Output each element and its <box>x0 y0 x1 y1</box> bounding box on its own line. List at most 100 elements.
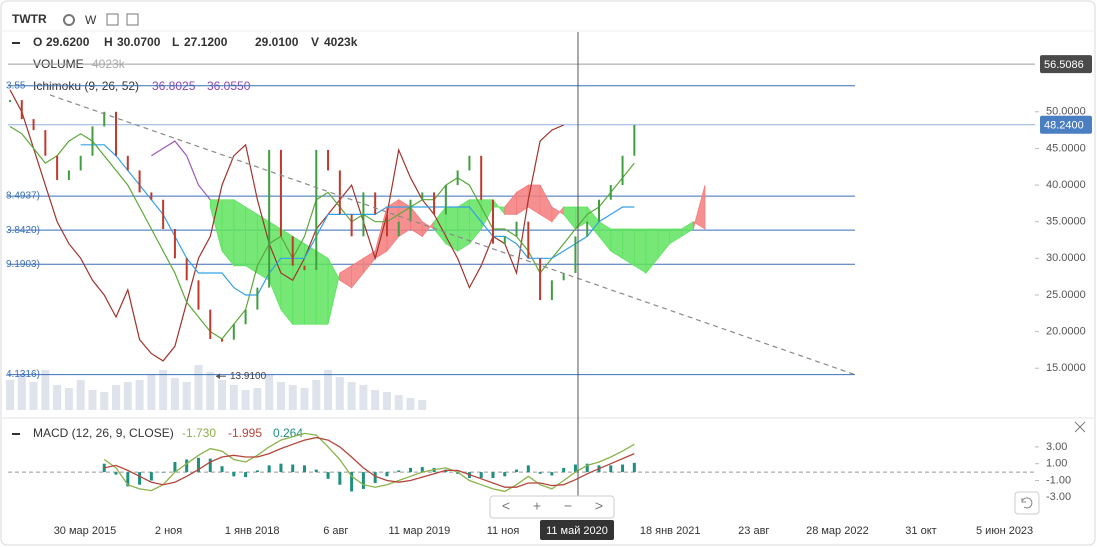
interval[interactable]: W <box>85 13 97 27</box>
close-button[interactable] <box>1074 421 1086 433</box>
volume-bar <box>265 375 274 410</box>
volume-bar <box>406 398 415 410</box>
histogram-bar <box>397 470 401 473</box>
histogram-bar <box>244 472 248 478</box>
cloud-segment <box>233 199 247 267</box>
volume-bar <box>135 380 144 410</box>
volume-bar <box>76 380 85 410</box>
cloud-segment <box>245 206 258 274</box>
histogram-bar <box>538 472 542 474</box>
nav-button[interactable]: < <box>502 498 510 514</box>
trendline <box>49 94 856 376</box>
crosshair-badge <box>540 520 614 540</box>
histogram-bar <box>126 472 130 487</box>
cloud-segment <box>315 250 329 325</box>
macd-line <box>104 436 635 488</box>
level-label: 4.1316) <box>6 369 40 380</box>
histogram-bar <box>220 466 224 473</box>
ohlc-value: 27.1200 <box>184 35 228 49</box>
y-tick-label: 3.00 <box>1046 441 1067 453</box>
add-icon[interactable] <box>126 13 139 26</box>
nav-button[interactable]: > <box>595 498 603 514</box>
y-tick-label: 20.0000 <box>1046 326 1086 338</box>
level-label: 3.8420) <box>6 225 40 236</box>
histogram-bar <box>267 465 271 473</box>
nav-button[interactable]: − <box>564 498 572 514</box>
histogram-bar <box>503 472 507 477</box>
volume-bar <box>100 392 109 410</box>
nav-bar <box>489 495 615 519</box>
histogram-bar <box>161 472 165 473</box>
volume-bar <box>41 370 50 410</box>
histogram-bar <box>279 463 283 473</box>
volume-bar <box>347 382 356 410</box>
symbol[interactable]: TWTR <box>12 12 47 26</box>
x-tick-label: 30 мар 2015 <box>54 525 117 537</box>
price-badge-label: 56.5086 <box>1044 59 1084 71</box>
histogram-bar <box>232 472 236 477</box>
x-tick-label: 28 мар 2022 <box>806 525 869 537</box>
histogram-bar <box>621 464 625 473</box>
volume-bar <box>276 382 285 410</box>
histogram-bar <box>291 464 295 473</box>
ohlc-value: 30.0700 <box>117 35 161 49</box>
histogram-bar <box>114 472 118 475</box>
y-tick-label: 40.0000 <box>1046 179 1086 191</box>
histogram-bar <box>314 469 318 473</box>
histogram-bar <box>138 472 142 485</box>
settings-icon[interactable] <box>63 14 75 26</box>
annotation-label: 13.9100 <box>230 371 267 382</box>
volume-bar <box>253 388 262 410</box>
histogram-bar <box>491 472 495 478</box>
volume-bar <box>418 400 427 410</box>
histogram-bar <box>173 462 177 473</box>
y-tick-label: 45.0000 <box>1046 142 1086 154</box>
volume-bar <box>324 370 333 410</box>
nav-button[interactable]: + <box>533 498 541 514</box>
histogram-bar <box>515 469 519 473</box>
price-badge <box>1040 115 1092 134</box>
cloud-segment <box>445 206 459 252</box>
volume-bar <box>194 365 203 410</box>
histogram-bar <box>196 457 200 473</box>
macd-line <box>103 432 635 493</box>
indicator-line <box>80 144 635 296</box>
indicator-line <box>9 125 635 340</box>
histogram-bar <box>350 472 354 492</box>
y-tick-label: 15.0000 <box>1046 362 1086 374</box>
histogram-bar <box>585 463 589 473</box>
volume-bar <box>159 370 168 410</box>
ohlc-value: 29.0100 <box>255 35 299 49</box>
histogram-bar <box>338 472 342 485</box>
legend-handle[interactable] <box>12 433 20 435</box>
signal-value: -1.995 <box>228 426 262 440</box>
volume-bar <box>206 372 215 410</box>
histogram-bar <box>208 458 212 473</box>
volume-bar <box>53 385 62 410</box>
volume-bar <box>300 388 309 410</box>
legend-handle[interactable] <box>12 42 20 44</box>
x-tick-label: 1 янв 2018 <box>225 525 280 537</box>
volume-bar <box>123 382 132 410</box>
indicator-line <box>9 89 564 362</box>
y-tick-label: -3.00 <box>1046 491 1071 503</box>
y-tick-label: 50.0000 <box>1046 106 1086 118</box>
compare-icon[interactable] <box>106 13 119 26</box>
undo-button[interactable] <box>1014 491 1040 515</box>
x-tick-label: 11 мар 2019 <box>388 525 450 537</box>
volume-bar <box>241 390 250 410</box>
volume-bar <box>382 392 391 410</box>
x-tick-label: 2 ноя <box>155 525 182 537</box>
y-tick-label: 30.0000 <box>1046 252 1086 264</box>
cloud-segment <box>692 184 706 230</box>
cloud-segment <box>633 228 647 274</box>
histogram-bar <box>562 467 566 473</box>
ohlc-key: L <box>172 35 179 49</box>
histogram-bar <box>326 472 330 479</box>
histogram-bar <box>149 472 153 481</box>
histogram-bar <box>385 472 389 477</box>
y-tick-label: -1.00 <box>1046 474 1071 486</box>
x-tick-label: 6 авг <box>323 525 348 537</box>
volume-bar <box>6 380 14 410</box>
